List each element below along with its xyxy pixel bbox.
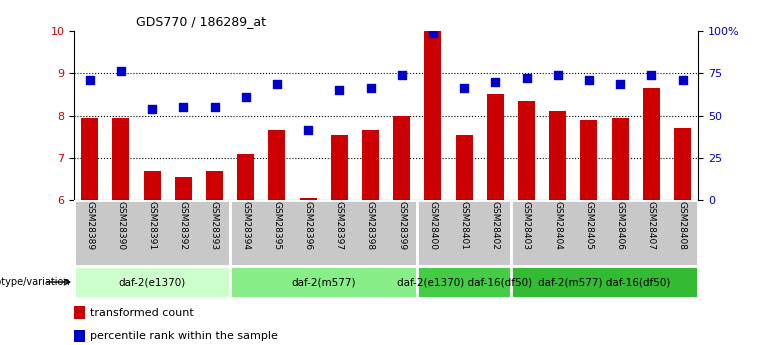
Bar	[417, 266, 511, 298]
Bar	[81, 118, 98, 200]
Bar	[74, 330, 85, 342]
Point	[146, 107, 158, 112]
Point	[489, 79, 502, 85]
Text: GSM28394: GSM28394	[241, 201, 250, 250]
Point	[364, 85, 377, 91]
Text: GSM28402: GSM28402	[491, 201, 500, 250]
Text: daf-2(e1370) daf-16(df50): daf-2(e1370) daf-16(df50)	[396, 277, 532, 287]
Text: GSM28406: GSM28406	[615, 201, 625, 250]
Text: genotype/variation: genotype/variation	[0, 277, 70, 287]
Point	[395, 73, 408, 78]
Text: GSM28395: GSM28395	[272, 201, 282, 250]
Bar	[511, 266, 698, 298]
Bar	[362, 130, 379, 200]
Bar	[580, 120, 597, 200]
Point	[177, 105, 190, 110]
Text: GSM28390: GSM28390	[116, 201, 126, 250]
Text: GSM28400: GSM28400	[428, 201, 438, 250]
Point	[520, 75, 533, 80]
Bar	[674, 128, 691, 200]
Point	[458, 85, 470, 91]
Bar	[417, 200, 511, 266]
Text: GSM28405: GSM28405	[584, 201, 594, 250]
Text: GSM28403: GSM28403	[522, 201, 531, 250]
Bar	[112, 118, 129, 200]
Text: GSM28397: GSM28397	[335, 201, 344, 250]
Bar	[456, 135, 473, 200]
Bar	[487, 95, 504, 200]
Bar	[74, 306, 85, 319]
Point	[239, 94, 252, 99]
Bar	[144, 170, 161, 200]
Text: GSM28404: GSM28404	[553, 201, 562, 250]
Point	[115, 68, 127, 74]
Text: percentile rank within the sample: percentile rank within the sample	[90, 331, 278, 341]
Text: GSM28408: GSM28408	[678, 201, 687, 250]
Point	[83, 77, 96, 82]
Text: GSM28396: GSM28396	[303, 201, 313, 250]
Bar	[230, 266, 417, 298]
Bar	[237, 154, 254, 200]
Text: daf-2(m577): daf-2(m577)	[292, 277, 356, 287]
Point	[583, 77, 595, 82]
Text: GDS770 / 186289_at: GDS770 / 186289_at	[136, 14, 267, 28]
Text: GSM28391: GSM28391	[147, 201, 157, 250]
Bar	[268, 130, 285, 200]
Bar	[518, 101, 535, 200]
Bar	[643, 88, 660, 200]
Text: GSM28392: GSM28392	[179, 201, 188, 250]
Point	[271, 81, 283, 87]
Text: GSM28398: GSM28398	[366, 201, 375, 250]
Text: GSM28393: GSM28393	[210, 201, 219, 250]
Point	[427, 30, 439, 36]
Point	[676, 77, 689, 82]
Text: transformed count: transformed count	[90, 308, 194, 318]
Text: GSM28401: GSM28401	[459, 201, 469, 250]
Point	[551, 73, 564, 78]
Bar	[424, 31, 441, 200]
Bar	[549, 111, 566, 200]
Bar	[175, 177, 192, 200]
Point	[333, 88, 346, 93]
Text: GSM28389: GSM28389	[85, 201, 94, 250]
Bar	[206, 170, 223, 200]
Bar	[393, 116, 410, 200]
Bar	[230, 200, 417, 266]
Bar	[74, 266, 230, 298]
Text: GSM28399: GSM28399	[397, 201, 406, 250]
Point	[208, 105, 221, 110]
Text: daf-2(m577) daf-16(df50): daf-2(m577) daf-16(df50)	[538, 277, 671, 287]
Text: GSM28407: GSM28407	[647, 201, 656, 250]
Bar	[511, 200, 698, 266]
Point	[645, 73, 658, 78]
Bar	[74, 200, 230, 266]
Bar	[300, 198, 317, 200]
Point	[614, 81, 626, 87]
Text: daf-2(e1370): daf-2(e1370)	[119, 277, 186, 287]
Point	[302, 128, 314, 133]
Bar	[612, 118, 629, 200]
Bar	[331, 135, 348, 200]
